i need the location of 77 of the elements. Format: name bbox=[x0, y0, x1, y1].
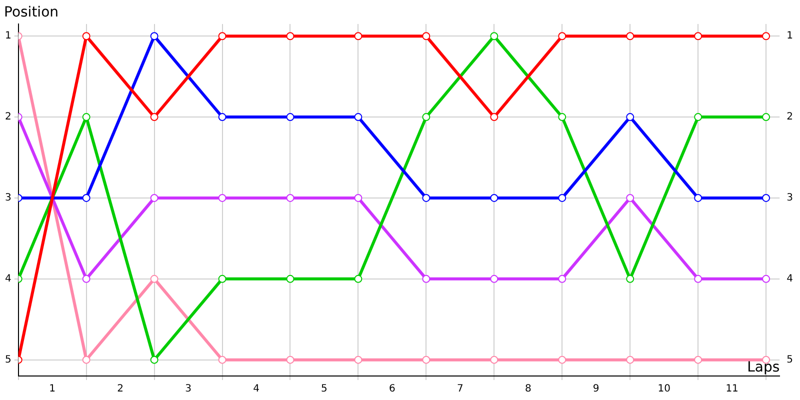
point bbox=[422, 356, 430, 364]
point bbox=[762, 113, 770, 122]
y-tick-label: 3 bbox=[4, 192, 12, 204]
point bbox=[218, 194, 226, 202]
point bbox=[422, 113, 430, 122]
point bbox=[626, 274, 634, 283]
point bbox=[558, 194, 566, 202]
point bbox=[490, 194, 498, 202]
point bbox=[694, 274, 702, 283]
point bbox=[762, 194, 770, 202]
y-tick-label: 4 bbox=[4, 273, 12, 284]
y2-tick-label: 5 bbox=[786, 354, 794, 366]
point bbox=[82, 274, 90, 283]
y2-tick-label: 1 bbox=[786, 30, 794, 42]
point bbox=[694, 356, 702, 364]
x-tick-label: 11 bbox=[726, 384, 738, 395]
point bbox=[354, 274, 362, 283]
point bbox=[150, 32, 158, 40]
point bbox=[626, 194, 634, 202]
point bbox=[762, 274, 770, 283]
y2-tick-label: 3 bbox=[786, 192, 794, 204]
y-tick-label: 5 bbox=[4, 354, 12, 366]
point bbox=[422, 194, 430, 202]
point bbox=[422, 274, 430, 283]
point bbox=[218, 356, 226, 364]
x-tick-label: 8 bbox=[524, 384, 532, 395]
y-axis-title: Position bbox=[4, 4, 59, 21]
point bbox=[626, 356, 634, 364]
point bbox=[490, 356, 498, 364]
point bbox=[694, 194, 702, 202]
point bbox=[218, 113, 226, 122]
point bbox=[558, 113, 566, 122]
x-axis-title: Laps bbox=[747, 360, 780, 376]
x-tick-label: 6 bbox=[389, 384, 396, 395]
y-tick-label: 1 bbox=[4, 30, 12, 42]
point bbox=[490, 32, 498, 40]
point bbox=[558, 356, 566, 364]
point bbox=[762, 32, 770, 40]
point bbox=[694, 113, 702, 122]
x-tick-label: 5 bbox=[321, 384, 328, 395]
point bbox=[150, 194, 158, 202]
point bbox=[490, 274, 498, 283]
x-tick-label: 9 bbox=[592, 384, 600, 395]
point bbox=[354, 356, 362, 364]
point bbox=[286, 32, 294, 40]
point bbox=[354, 194, 362, 202]
point bbox=[694, 32, 702, 40]
x-tick-label: 2 bbox=[117, 384, 124, 395]
point bbox=[354, 113, 362, 122]
x-tick-label: 4 bbox=[253, 384, 260, 395]
point bbox=[626, 32, 634, 40]
point bbox=[218, 32, 226, 40]
point bbox=[286, 274, 294, 283]
x-tick-label: 3 bbox=[185, 384, 192, 395]
x-tick-label: 10 bbox=[658, 384, 670, 395]
point bbox=[354, 32, 362, 40]
point bbox=[150, 113, 158, 122]
point bbox=[490, 113, 498, 122]
point bbox=[218, 274, 226, 283]
point bbox=[422, 32, 430, 40]
x-tick-label: 7 bbox=[456, 384, 464, 395]
x-tick-label: 1 bbox=[49, 384, 56, 395]
point bbox=[286, 356, 294, 364]
y2-tick-label: 2 bbox=[786, 112, 794, 123]
point bbox=[82, 113, 90, 122]
y2-tick-label: 4 bbox=[786, 273, 794, 284]
point bbox=[150, 274, 158, 283]
point bbox=[150, 356, 158, 364]
point bbox=[82, 32, 90, 40]
point bbox=[286, 194, 294, 202]
point bbox=[82, 194, 90, 202]
y-tick-label: 2 bbox=[4, 112, 12, 123]
point bbox=[626, 113, 634, 122]
point bbox=[558, 274, 566, 283]
point bbox=[82, 356, 90, 364]
point bbox=[286, 113, 294, 122]
point bbox=[558, 32, 566, 40]
